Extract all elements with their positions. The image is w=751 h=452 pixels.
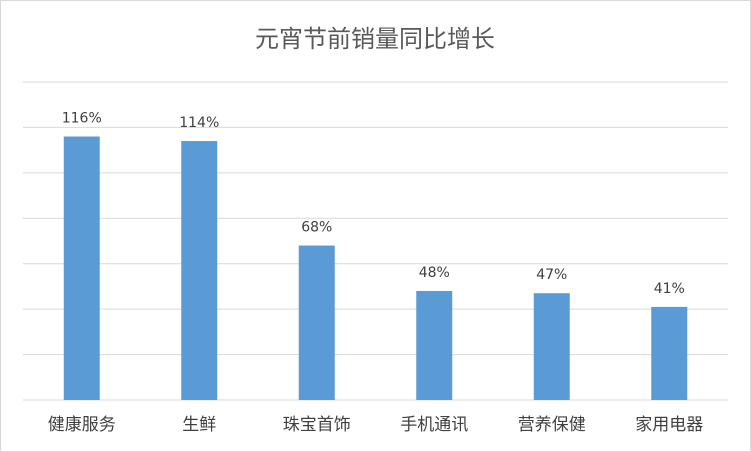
bar: [298, 245, 335, 400]
bar: [533, 293, 570, 400]
data-label: 47%: [536, 267, 567, 283]
x-tick-label: 营养保健: [518, 415, 586, 435]
bar: [651, 306, 688, 400]
bar: [63, 136, 100, 400]
bar: [416, 290, 453, 400]
x-tick-label: 健康服务: [48, 415, 116, 435]
x-tick-label: 珠宝首饰: [283, 415, 351, 435]
data-label: 41%: [654, 281, 685, 297]
bar: [181, 141, 218, 401]
data-label: 116%: [62, 111, 102, 127]
chart-title: 元宵节前销量同比增长: [255, 25, 495, 53]
data-label: 48%: [419, 265, 450, 281]
x-tick-label: 手机通讯: [400, 415, 468, 435]
data-label: 114%: [179, 115, 219, 131]
x-tick-label: 生鲜: [182, 415, 216, 435]
x-tick-label: 家用电器: [635, 415, 703, 435]
data-label: 68%: [301, 220, 332, 236]
